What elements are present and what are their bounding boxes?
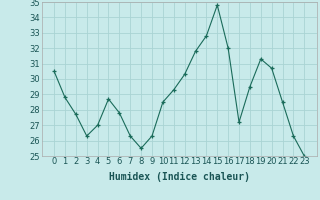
X-axis label: Humidex (Indice chaleur): Humidex (Indice chaleur) <box>109 172 250 182</box>
